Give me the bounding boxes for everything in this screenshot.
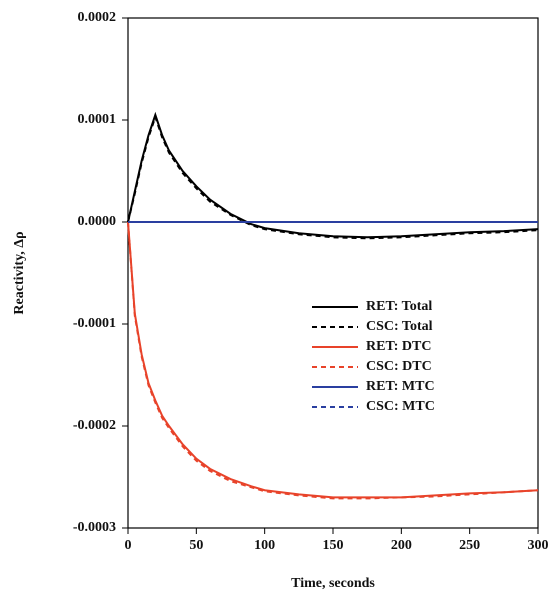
legend-label: RET: DTC [366, 339, 431, 354]
x-axis-label: Time, seconds [291, 576, 375, 591]
x-tick-label: 300 [528, 538, 549, 553]
y-tick-label: -0.0003 [73, 520, 116, 535]
y-tick-label: 0.0000 [78, 214, 117, 229]
x-tick-label: 200 [391, 538, 412, 553]
series-line [127, 221, 539, 499]
legend-label: CSC: Total [366, 319, 433, 334]
series-line [127, 111, 539, 239]
legend-label: CSC: DTC [366, 359, 432, 374]
x-tick-label: 100 [254, 538, 275, 553]
x-tick-label: 50 [189, 538, 203, 553]
y-tick-label: 0.0001 [78, 112, 117, 127]
y-tick-label: -0.0002 [73, 418, 116, 433]
x-tick-label: 0 [125, 538, 132, 553]
legend-label: RET: MTC [366, 379, 435, 394]
x-tick-label: 250 [459, 538, 480, 553]
x-tick-label: 150 [323, 538, 344, 553]
legend-label: RET: Total [366, 299, 432, 314]
y-axis-label: Reactivity, Δρ [12, 231, 27, 314]
y-tick-label: -0.0001 [73, 316, 116, 331]
legend-label: CSC: MTC [366, 399, 435, 414]
y-tick-label: 0.0002 [78, 10, 117, 25]
series-line [127, 113, 539, 240]
series-line [127, 221, 539, 500]
